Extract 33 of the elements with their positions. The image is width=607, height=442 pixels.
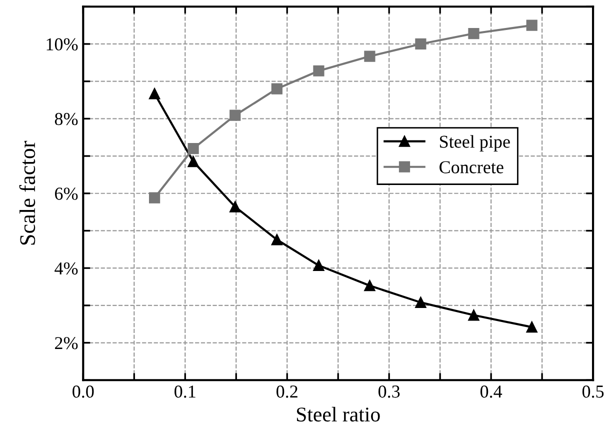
x-tick-label: 0.0 bbox=[72, 386, 94, 398]
point bbox=[148, 88, 160, 100]
legend-label: Steel pipe bbox=[440, 135, 510, 152]
point bbox=[188, 143, 199, 154]
x-tick-label: 0.4 bbox=[480, 386, 502, 398]
point bbox=[526, 322, 538, 333]
point bbox=[230, 110, 241, 121]
point bbox=[526, 20, 538, 31]
point bbox=[468, 310, 480, 321]
y-tick-label: 4% bbox=[54, 262, 78, 275]
y-tick-label: 8% bbox=[54, 112, 78, 126]
point bbox=[188, 156, 199, 168]
point bbox=[313, 260, 324, 272]
point bbox=[271, 234, 282, 246]
x-tick-label: 0.3 bbox=[378, 386, 400, 398]
legend-label: Concrete bbox=[440, 161, 504, 174]
point bbox=[148, 192, 160, 204]
point bbox=[271, 83, 282, 94]
point bbox=[364, 280, 376, 292]
y-axis-title: Scale factor bbox=[19, 140, 36, 245]
x-tick-label: 0.5 bbox=[582, 386, 604, 398]
x-tick-label: 0.2 bbox=[276, 386, 298, 398]
x-tick-label: 0.1 bbox=[174, 386, 196, 398]
point bbox=[468, 28, 480, 40]
y-tick-label: 6% bbox=[55, 188, 78, 200]
point bbox=[364, 50, 376, 62]
point bbox=[313, 65, 324, 76]
point bbox=[230, 201, 241, 212]
x-axis-title: Steel ratio bbox=[296, 406, 380, 422]
y-tick-label: 10% bbox=[46, 38, 78, 50]
y-tick-label: 2% bbox=[55, 337, 78, 350]
point bbox=[415, 296, 426, 308]
point bbox=[415, 38, 426, 50]
